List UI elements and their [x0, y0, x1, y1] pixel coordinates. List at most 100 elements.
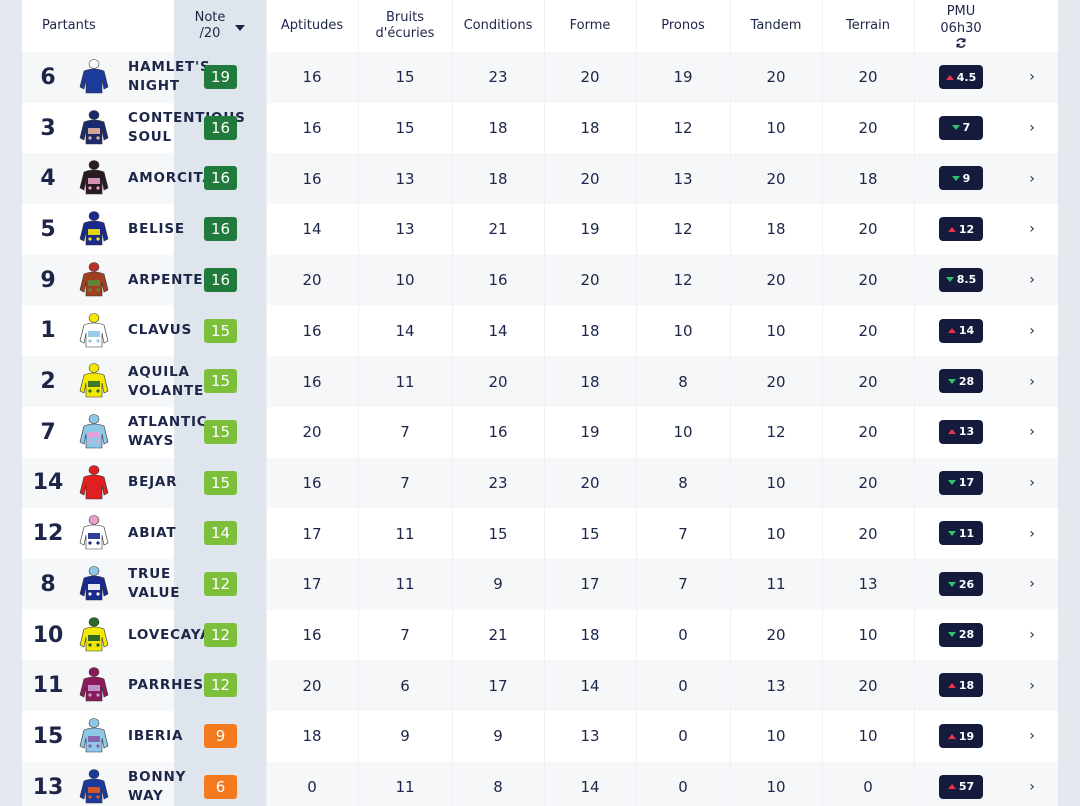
bruits-value: 9	[400, 727, 410, 746]
bruits-value: 7	[400, 423, 410, 442]
chevron-right-icon[interactable]: ›	[1029, 170, 1035, 187]
terrain-value: 20	[858, 220, 878, 239]
runner-name[interactable]: PARRHESIA	[128, 677, 221, 694]
forme-value: 19	[580, 220, 600, 239]
pronos-value: 0	[678, 727, 688, 746]
table-row[interactable]: 12 ABIAT 14 17 11 15 15 7 10 20 11 ›	[22, 508, 1058, 559]
chevron-right-icon[interactable]: ›	[1029, 221, 1035, 238]
header-pmu[interactable]: PMU 06h30	[914, 0, 1008, 52]
header-aptitudes[interactable]: Aptitudes	[280, 18, 344, 33]
conditions-value: 16	[488, 423, 508, 442]
table-row[interactable]: 4 AMORCITA 16 16 13 18 20 13 20 18 9 ›	[22, 153, 1058, 205]
chevron-right-icon[interactable]: ›	[1029, 677, 1035, 694]
runner-name[interactable]: ABIAT	[128, 525, 177, 542]
bruits-value: 11	[395, 575, 415, 594]
forme-value: 14	[580, 676, 600, 695]
chevron-right-icon[interactable]: ›	[1029, 322, 1035, 339]
pmu-odds-value: 7	[962, 121, 971, 135]
note-badge: 16	[204, 115, 237, 140]
note-badge: 6	[204, 774, 237, 799]
terrain-value: 13	[858, 575, 878, 594]
runner-number: 9	[40, 267, 56, 293]
header-bruits-line2: d'écuries	[375, 26, 435, 41]
chevron-right-icon[interactable]: ›	[1029, 627, 1035, 644]
runner-number: 2	[40, 369, 56, 395]
header-pronos[interactable]: Pronos	[661, 18, 705, 33]
runner-number: 13	[32, 774, 64, 800]
table-row[interactable]: 14 BEJAR 15 16 7 23 20 8 10 20 17 ›	[22, 457, 1058, 509]
chevron-right-icon[interactable]: ›	[1029, 779, 1035, 796]
pronos-value: 10	[673, 321, 693, 340]
pmu-odds-value: 19	[958, 729, 975, 743]
pronos-value: 19	[673, 68, 693, 87]
table-row[interactable]: 1 CLAVUS 15 16 14 14 18 10 10 20 14 ›	[22, 305, 1058, 357]
runner-name[interactable]: TRUE VALUE	[128, 566, 181, 602]
runner-number: 8	[40, 571, 56, 597]
table-row[interactable]: 13 BONNY WAY 6 0 11 8 14 0 10 0 57 ›	[22, 761, 1058, 806]
runner-name[interactable]: AMORCITA	[128, 170, 214, 187]
chevron-right-icon[interactable]: ›	[1029, 474, 1035, 491]
chevron-right-icon[interactable]: ›	[1029, 69, 1035, 86]
header-forme[interactable]: Forme	[569, 18, 611, 33]
refresh-icon[interactable]	[955, 37, 967, 49]
chevron-right-icon[interactable]: ›	[1029, 728, 1035, 745]
pronos-value: 7	[678, 524, 688, 543]
aptitudes-value: 20	[302, 676, 322, 695]
runner-name[interactable]: CLAVUS	[128, 322, 192, 339]
runner-number: 12	[32, 521, 64, 547]
header-tandem[interactable]: Tandem	[750, 18, 802, 33]
jockey-silk-icon	[79, 109, 109, 144]
chevron-right-icon[interactable]: ›	[1029, 272, 1035, 289]
conditions-value: 8	[493, 778, 503, 797]
header-terrain[interactable]: Terrain	[845, 18, 890, 33]
table-row[interactable]: 10 LOVECAYA 12 16 7 21 18 0 20 10 28 ›	[22, 609, 1058, 661]
runner-name[interactable]: LOVECAYA	[128, 626, 212, 643]
pmu-odds-value: 12	[958, 222, 975, 236]
table-row[interactable]: 7 ATLANTIC WAYS 15 20 7 16 19 10 12 20 13 ›	[22, 406, 1058, 458]
runner-name[interactable]: ARPENTEUR	[128, 271, 227, 288]
runner-name[interactable]: ATLANTIC WAYS	[128, 414, 208, 450]
table-row[interactable]: 15 IBERIA 9 18 9 9 13 0 10 10 19 ›	[22, 711, 1058, 762]
table-row[interactable]: 8 TRUE VALUE 12 17 11 9 17 7 11 13 26 ›	[22, 559, 1058, 610]
pronos-value: 12	[673, 119, 693, 138]
table-row[interactable]: 11 PARRHESIA 12 20 6 17 14 0 13 20 18 ›	[22, 660, 1058, 712]
header-bruits[interactable]: Bruits d'écuries	[358, 0, 452, 52]
tandem-value: 20	[766, 271, 786, 290]
pronos-value: 8	[678, 372, 688, 391]
header-conditions[interactable]: Conditions	[463, 18, 533, 33]
note-badge: 9	[204, 724, 237, 749]
chevron-right-icon[interactable]: ›	[1029, 576, 1035, 593]
chevron-right-icon[interactable]: ›	[1029, 373, 1035, 390]
pmu-odds-value: 8.5	[956, 273, 977, 287]
table-row[interactable]: 2 AQUILA VOLANTE 15 16 11 20 18 8 20 20 28 ›	[22, 356, 1058, 407]
header-partants[interactable]: Partants	[42, 18, 96, 33]
note-badge: 15	[204, 419, 237, 444]
conditions-value: 9	[493, 727, 503, 746]
trend-down-icon	[951, 125, 960, 131]
runner-name[interactable]: BONNY WAY	[128, 769, 187, 805]
chevron-right-icon[interactable]: ›	[1029, 424, 1035, 441]
conditions-value: 16	[488, 271, 508, 290]
runner-name[interactable]: BELISE	[128, 220, 185, 237]
trend-up-icon	[945, 74, 954, 80]
header-note[interactable]: Note /20	[174, 0, 266, 52]
jockey-silk-icon	[79, 768, 109, 804]
chevron-right-icon[interactable]: ›	[1029, 120, 1035, 137]
table-row[interactable]: 5 BELISE 16 14 13 21 19 12 18 20 12 ›	[22, 204, 1058, 255]
bruits-value: 6	[400, 676, 410, 695]
runners-table: Partants Note /20 Aptitudes Bruits d'écu…	[22, 0, 1058, 806]
bruits-value: 11	[395, 524, 415, 543]
sort-desc-icon[interactable]	[235, 25, 246, 31]
runner-name[interactable]: BEJAR	[128, 474, 178, 491]
runner-name[interactable]: AQUILA VOLANTE	[128, 363, 205, 399]
chevron-right-icon[interactable]: ›	[1029, 525, 1035, 542]
runner-name[interactable]: HAMLET'S NIGHT	[128, 59, 211, 95]
forme-value: 13	[580, 727, 600, 746]
table-row[interactable]: 9 ARPENTEUR 16 20 10 16 20 12 20 20 8.5 ›	[22, 254, 1058, 306]
tandem-value: 10	[766, 524, 786, 543]
trend-up-icon	[947, 733, 956, 739]
runner-name[interactable]: IBERIA	[128, 727, 184, 744]
pmu-odds-badge: 13	[939, 419, 983, 444]
table-row[interactable]: 6 HAMLET'S NIGHT 19 16 15 23 20 19 20 20 4.5 ›	[22, 52, 1058, 103]
table-row[interactable]: 3 CONTENTIOUS SOUL 16 16 15 18 18 12 10 20 7 ›	[22, 102, 1058, 154]
